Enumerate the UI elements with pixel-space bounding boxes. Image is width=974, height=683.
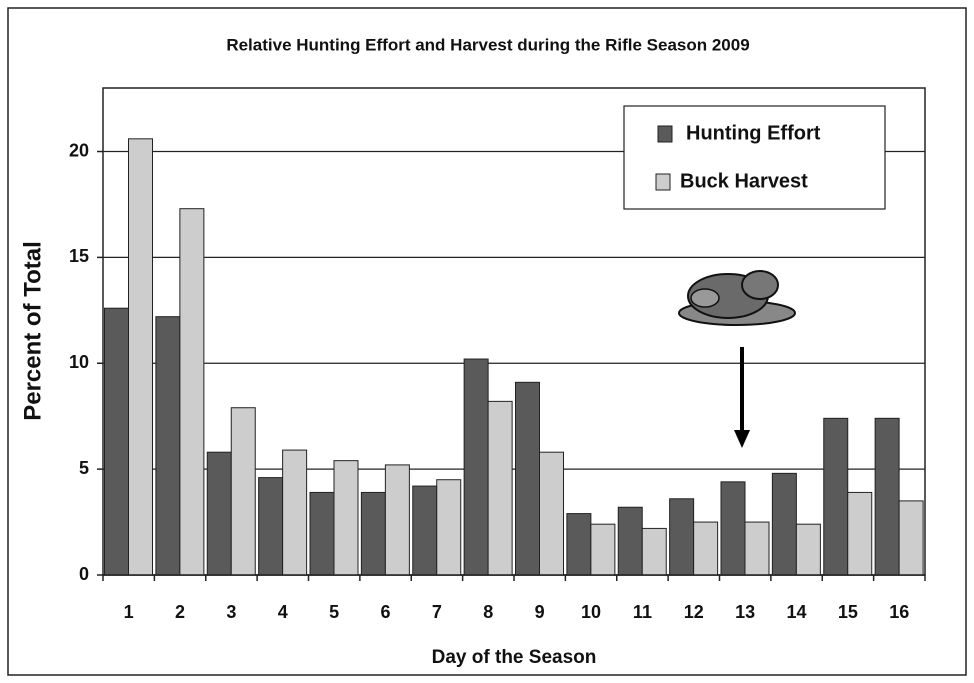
bar: [230, 407, 256, 576]
y-tick-label: 0: [79, 564, 89, 584]
x-axis-label: Day of the Season: [432, 647, 597, 668]
x-tick-label: 11: [633, 602, 652, 622]
bar: [436, 479, 462, 576]
bar: [179, 208, 205, 576]
arrow: [734, 347, 750, 448]
bar: [771, 472, 797, 576]
turkey-icon: [678, 270, 796, 326]
x-tick-label: 15: [838, 602, 858, 622]
bar: [795, 523, 821, 576]
x-tick-label: 14: [787, 602, 807, 622]
bar: [515, 381, 540, 576]
bar: [282, 449, 308, 576]
x-tick-label: 13: [735, 602, 755, 622]
bar: [104, 307, 129, 576]
bar: [617, 506, 643, 576]
x-tick-label: 4: [278, 602, 288, 622]
bar: [847, 491, 873, 576]
x-tick-label: 10: [581, 602, 601, 622]
y-tick-label: 15: [69, 246, 89, 266]
legend-label: Hunting Effort: [686, 122, 821, 144]
bar: [874, 417, 900, 576]
y-tick-label: 20: [69, 140, 89, 160]
x-tick-label: 2: [175, 602, 185, 622]
bar: [309, 491, 335, 576]
y-tick-label: 10: [69, 352, 89, 372]
bar: [463, 358, 489, 576]
bar: [206, 451, 232, 576]
legend-swatch: [655, 173, 671, 191]
bar: [898, 500, 924, 576]
x-tick-label: 5: [329, 602, 339, 622]
x-tick-label: 8: [483, 602, 493, 622]
legend: Hunting Effort Buck Harvest: [623, 105, 886, 210]
bar: [566, 513, 592, 576]
bar: [744, 521, 770, 576]
bar: [693, 521, 719, 576]
x-tick-label: 12: [684, 602, 704, 622]
bar: [128, 138, 153, 576]
x-tick-label: 7: [432, 602, 442, 622]
x-tick-label: 16: [889, 602, 909, 622]
bar: [487, 400, 513, 576]
bar: [333, 460, 359, 576]
bar: [823, 417, 849, 576]
y-tick-label: 5: [79, 458, 89, 478]
y-axis-label: Percent of Total: [19, 241, 46, 421]
bar: [669, 498, 695, 576]
bar: [155, 316, 181, 576]
x-tick-label: 3: [226, 602, 236, 622]
bar: [590, 523, 616, 576]
bar: [360, 491, 386, 576]
bar: [720, 481, 746, 576]
legend-label: Buck Harvest: [680, 170, 808, 192]
legend-box: [623, 105, 886, 210]
x-tick-label: 1: [124, 602, 134, 622]
legend-swatch: [657, 125, 673, 143]
x-tick-label: 9: [535, 602, 545, 622]
bar: [641, 527, 667, 576]
bar: [384, 464, 410, 576]
bar: [258, 477, 284, 576]
bar: [539, 451, 564, 576]
chart-title: Relative Hunting Effort and Harvest duri…: [226, 35, 749, 54]
bar: [412, 485, 438, 576]
x-tick-label: 6: [381, 602, 391, 622]
